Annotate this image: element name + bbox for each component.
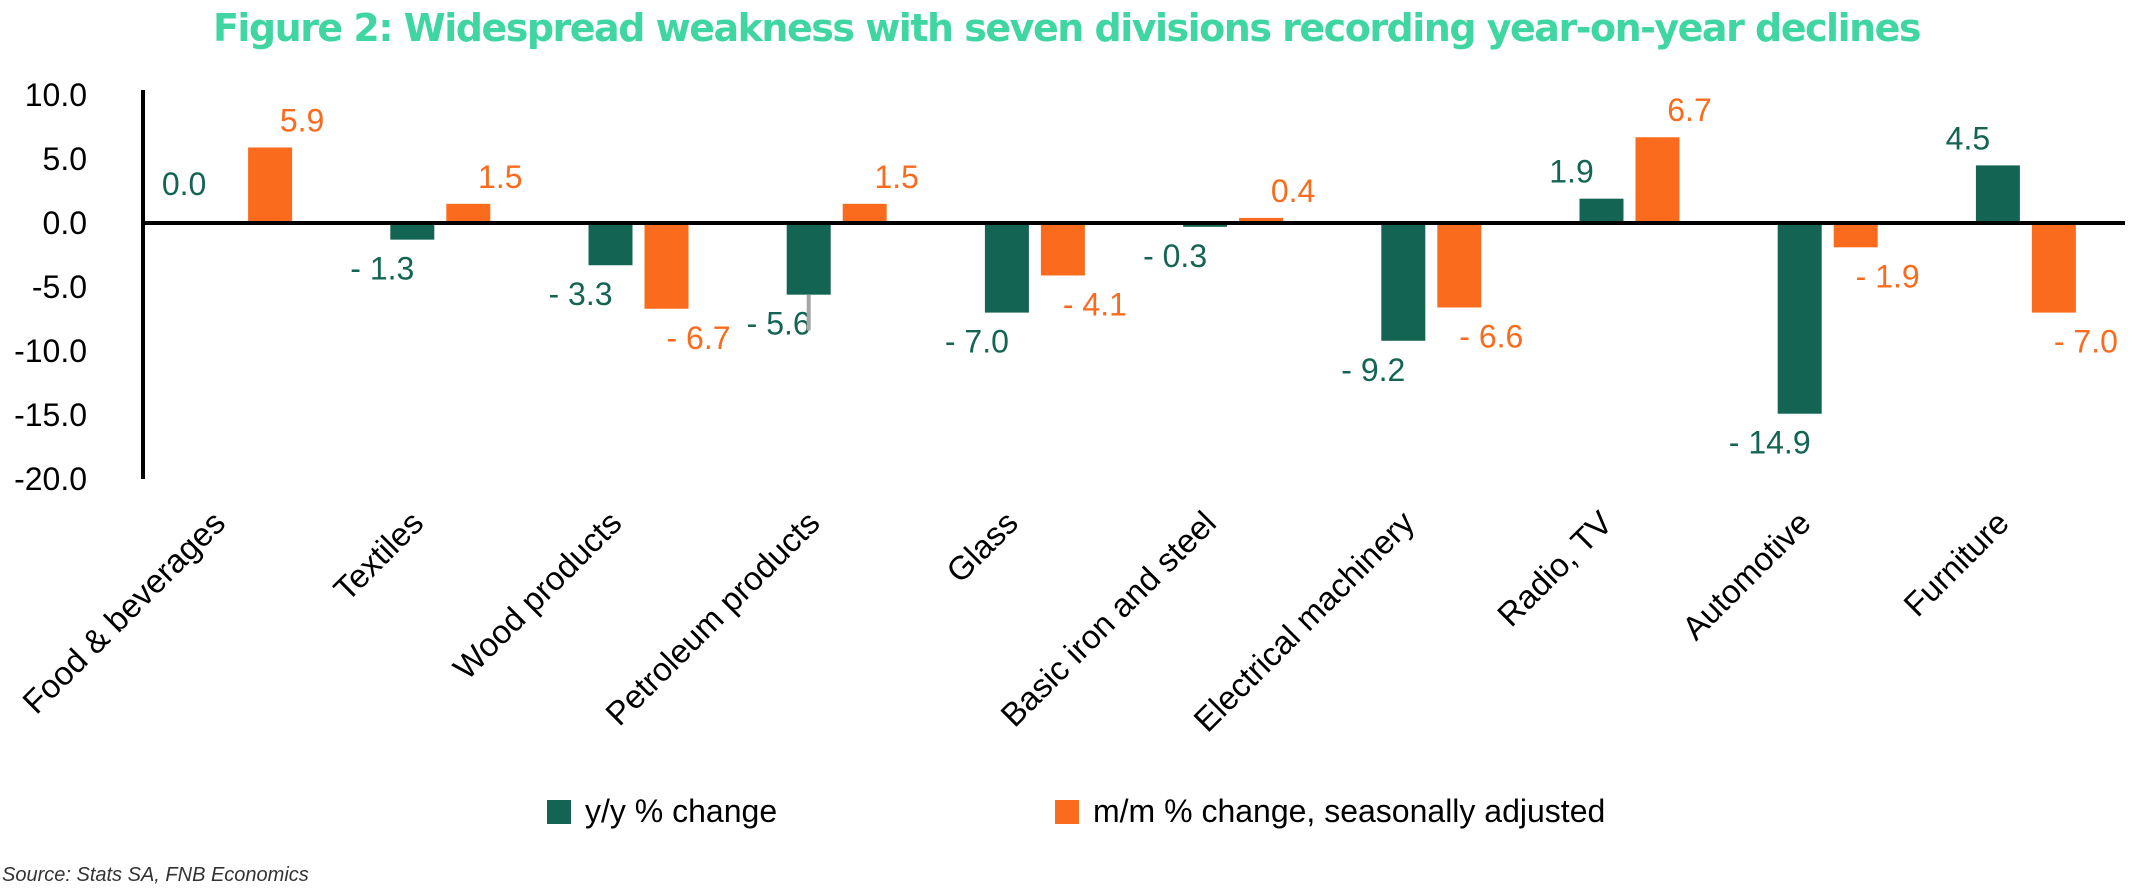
data-label: 4.5 bbox=[1946, 120, 1990, 156]
data-label: - 3.3 bbox=[548, 276, 612, 312]
legend-item-yy: y/y % change bbox=[547, 793, 777, 830]
bar-mm bbox=[248, 147, 293, 223]
y-tick-label: 10.0 bbox=[25, 77, 87, 113]
y-tick-label: -10.0 bbox=[14, 333, 87, 369]
y-tick-label: 5.0 bbox=[43, 141, 87, 177]
bar-mm bbox=[1437, 223, 1482, 308]
bar-mm bbox=[644, 223, 689, 309]
data-label: 6.7 bbox=[1667, 92, 1711, 128]
data-label: - 14.9 bbox=[1729, 425, 1811, 461]
bar-yy bbox=[984, 223, 1029, 313]
bar-mm bbox=[446, 203, 491, 223]
bar-yy bbox=[1975, 165, 2020, 223]
bar-yy bbox=[588, 223, 633, 266]
y-tick-label: 0.0 bbox=[43, 205, 87, 241]
category-label: Basic iron and steel bbox=[993, 504, 1223, 734]
bar-mm bbox=[1040, 223, 1085, 276]
data-label: - 0.3 bbox=[1143, 238, 1207, 274]
data-label: - 7.0 bbox=[2054, 324, 2118, 360]
legend-label-yy: y/y % change bbox=[585, 793, 778, 829]
category-label: Electrical machinery bbox=[1186, 503, 1421, 738]
category-label: Wood products bbox=[446, 504, 629, 687]
legend-item-mm: m/m % change, seasonally adjusted bbox=[1055, 793, 1605, 830]
data-label: - 6.7 bbox=[666, 320, 730, 356]
bar-mm bbox=[2031, 223, 2076, 313]
y-tick-label: -15.0 bbox=[14, 397, 87, 433]
category-label: Glass bbox=[939, 504, 1025, 590]
bar-yy bbox=[1777, 223, 1822, 414]
legend-swatch-yy bbox=[547, 799, 571, 824]
legend-label-mm: m/m % change, seasonally adjusted bbox=[1093, 793, 1606, 829]
data-label: - 5.6 bbox=[747, 306, 811, 342]
data-label: 0.4 bbox=[1271, 173, 1315, 209]
bar-mm bbox=[842, 203, 887, 223]
data-label: 1.5 bbox=[874, 159, 918, 195]
category-label: Automotive bbox=[1675, 504, 1818, 647]
legend-swatch-mm bbox=[1055, 799, 1079, 824]
bar-yy bbox=[390, 223, 435, 240]
data-label: - 1.9 bbox=[1856, 258, 1920, 294]
bar-mm bbox=[1635, 137, 1680, 223]
bar-yy bbox=[786, 223, 831, 295]
bar-yy bbox=[1579, 198, 1624, 223]
data-label: 5.9 bbox=[280, 102, 324, 138]
chart-title: Figure 2: Widespread weakness with seven… bbox=[212, 6, 1922, 50]
category-label: Radio, TV bbox=[1490, 504, 1619, 634]
data-label: 0.0 bbox=[162, 166, 206, 202]
bar-yy bbox=[1381, 223, 1426, 341]
category-label: Petroleum products bbox=[598, 504, 826, 732]
data-label: - 1.3 bbox=[350, 251, 414, 287]
bar-mm bbox=[1239, 217, 1284, 223]
data-label: - 6.6 bbox=[1459, 318, 1523, 354]
source-note: Source: Stats SA, FNB Economics bbox=[2, 864, 309, 886]
y-tick-label: -5.0 bbox=[32, 269, 87, 305]
data-label: 1.5 bbox=[478, 159, 522, 195]
legend: y/y % change m/m % change, seasonally ad… bbox=[0, 793, 2133, 833]
data-label: 1.9 bbox=[1549, 154, 1593, 190]
category-label: Food & beverages bbox=[15, 504, 232, 721]
data-label: - 7.0 bbox=[945, 324, 1009, 360]
category-label: Furniture bbox=[1896, 504, 2016, 624]
y-tick-label: -20.0 bbox=[14, 461, 87, 497]
bar-mm bbox=[1833, 223, 1878, 248]
data-label: - 9.2 bbox=[1341, 352, 1405, 388]
data-label: - 4.1 bbox=[1063, 286, 1127, 322]
category-label: Textiles bbox=[326, 504, 430, 608]
